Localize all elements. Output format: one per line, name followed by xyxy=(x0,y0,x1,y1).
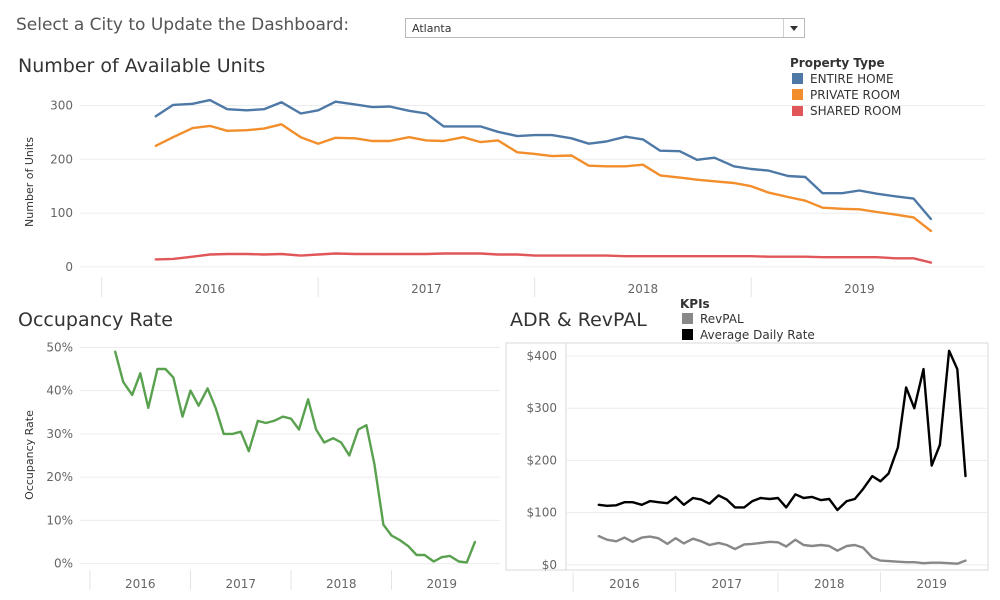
legend-swatch xyxy=(792,105,803,116)
x-tick-label: 2017 xyxy=(411,282,442,296)
units-series-line-private_room xyxy=(154,123,933,233)
x-tick-label: 2019 xyxy=(844,282,875,296)
units-series-line-entire_home xyxy=(154,98,933,221)
legend-item-private-room[interactable]: PRIVATE ROOM xyxy=(792,88,900,102)
legend-label: ENTIRE HOME xyxy=(810,72,894,86)
legend-swatch xyxy=(682,313,693,324)
x-tick-label: 2016 xyxy=(609,577,640,591)
legend-label: SHARED ROOM xyxy=(810,104,902,118)
occupancy-y-axis-title: Occupancy Rate xyxy=(23,410,36,500)
x-tick-label: 2016 xyxy=(125,577,156,591)
units-series-line-shared_room xyxy=(154,252,933,264)
chevron-down-icon[interactable] xyxy=(783,19,804,37)
legend-swatch xyxy=(792,73,803,84)
x-tick-label: 2019 xyxy=(426,577,457,591)
y-tick-label: 20% xyxy=(46,470,73,484)
occupancy-series-line-occupancy xyxy=(113,350,477,564)
legend-item-revpal[interactable]: RevPAL xyxy=(682,312,744,326)
y-tick-label: 40% xyxy=(46,384,73,398)
y-tick-label: $300 xyxy=(526,401,557,415)
city-selector-prompt: Select a City to Update the Dashboard: xyxy=(16,15,350,35)
adr-revpal-chart-title: ADR & RevPAL xyxy=(510,309,647,331)
legend-label: Average Daily Rate xyxy=(700,328,815,342)
occupancy-chart-title: Occupancy Rate xyxy=(18,309,173,331)
city-dropdown[interactable]: Atlanta xyxy=(405,18,805,38)
y-tick-label: 100 xyxy=(50,206,73,220)
y-tick-label: 10% xyxy=(46,513,73,527)
x-tick-label: 2018 xyxy=(814,577,845,591)
legend-item-shared-room[interactable]: SHARED ROOM xyxy=(792,104,901,118)
adr-series-line-adr xyxy=(597,349,967,512)
legend-label: PRIVATE ROOM xyxy=(810,88,901,102)
y-tick-label: 30% xyxy=(46,427,73,441)
y-tick-label: 300 xyxy=(50,98,73,112)
property-type-legend-title: Property Type xyxy=(790,56,885,70)
x-tick-label: 2016 xyxy=(195,282,226,296)
legend-label: RevPAL xyxy=(700,312,744,326)
y-tick-label: $200 xyxy=(526,453,557,467)
x-tick-label: 2017 xyxy=(225,577,256,591)
y-tick-label: 0% xyxy=(54,557,73,571)
x-tick-label: 2018 xyxy=(628,282,659,296)
y-tick-label: $400 xyxy=(526,349,557,363)
x-tick-label: 2019 xyxy=(916,577,947,591)
y-tick-label: $100 xyxy=(526,506,557,520)
x-tick-label: 2018 xyxy=(326,577,357,591)
legend-swatch xyxy=(682,329,693,340)
y-tick-label: 50% xyxy=(46,340,73,354)
x-tick-label: 2017 xyxy=(712,577,743,591)
legend-swatch xyxy=(792,89,803,100)
y-tick-label: 200 xyxy=(50,152,73,166)
adr-panel-border xyxy=(505,342,989,571)
legend-item-entire-home[interactable]: ENTIRE HOME xyxy=(792,72,894,86)
adr-series-line-revpal xyxy=(597,534,967,565)
units-y-axis-title: Number of Units xyxy=(23,137,36,227)
units-chart-title: Number of Available Units xyxy=(18,55,266,77)
legend-item-adr[interactable]: Average Daily Rate xyxy=(682,328,815,342)
y-tick-label: 0 xyxy=(65,260,73,274)
kpis-legend-title: KPIs xyxy=(680,297,710,311)
y-tick-label: $0 xyxy=(542,558,557,572)
city-dropdown-value: Atlanta xyxy=(412,22,452,35)
